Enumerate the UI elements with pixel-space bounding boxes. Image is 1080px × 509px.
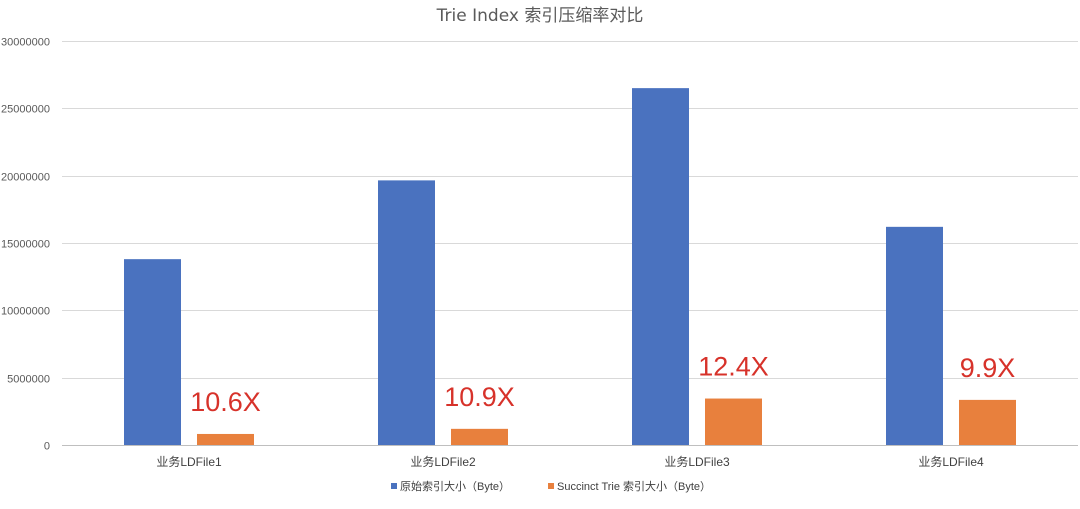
legend-label: Succinct Trie 索引大小（Byte） (557, 479, 711, 493)
compression-ratio-label: 12.4X (698, 352, 769, 382)
legend-swatch (548, 483, 555, 489)
legend-item: Succinct Trie 索引大小（Byte） (548, 479, 711, 493)
x-axis-categories: 业务LDFile1 业务LDFile2 业务LDFile3 业务LDFile4 (156, 454, 984, 469)
bar-succinct-size (705, 398, 762, 445)
y-tick-label: 25000000 (1, 104, 50, 116)
legend: 原始索引大小（Byte） Succinct Trie 索引大小（Byte） (391, 479, 711, 493)
y-tick-label: 5000000 (7, 374, 50, 386)
x-category-label: 业务LDFile1 (156, 454, 222, 469)
x-category-label: 业务LDFile2 (410, 454, 476, 469)
y-tick-label: 10000000 (1, 306, 50, 318)
y-tick-label: 0 (44, 441, 50, 453)
bars (124, 88, 1016, 445)
x-category-label: 业务LDFile3 (664, 454, 730, 469)
y-axis-ticks: 0 5000000 10000000 15000000 20000000 25000000… (1, 37, 50, 453)
y-tick-label: 30000000 (1, 37, 50, 49)
legend-swatch (391, 483, 397, 489)
bar-succinct-size (197, 433, 254, 445)
compression-ratio-label: 10.6X (190, 387, 261, 417)
y-tick-label: 15000000 (1, 239, 50, 251)
bar-original-size (124, 259, 181, 445)
compression-ratio-label: 9.9X (960, 353, 1016, 383)
bar-succinct-size (959, 399, 1016, 445)
bar-succinct-size (451, 428, 508, 445)
compression-ratio-label: 10.9X (444, 382, 515, 412)
bar-original-size (886, 226, 943, 445)
bar-original-size (378, 180, 435, 445)
y-tick-label: 20000000 (1, 172, 50, 184)
legend-item: 原始索引大小（Byte） (391, 479, 510, 493)
gridlines (62, 41, 1078, 446)
legend-label: 原始索引大小（Byte） (400, 479, 510, 493)
x-category-label: 业务LDFile4 (918, 454, 984, 469)
ratio-annotations: 10.6X 10.9X 12.4X 9.9X (190, 352, 1015, 417)
bar-original-size (632, 88, 689, 445)
chart-title: Trie Index 索引压缩率对比 (436, 6, 644, 26)
